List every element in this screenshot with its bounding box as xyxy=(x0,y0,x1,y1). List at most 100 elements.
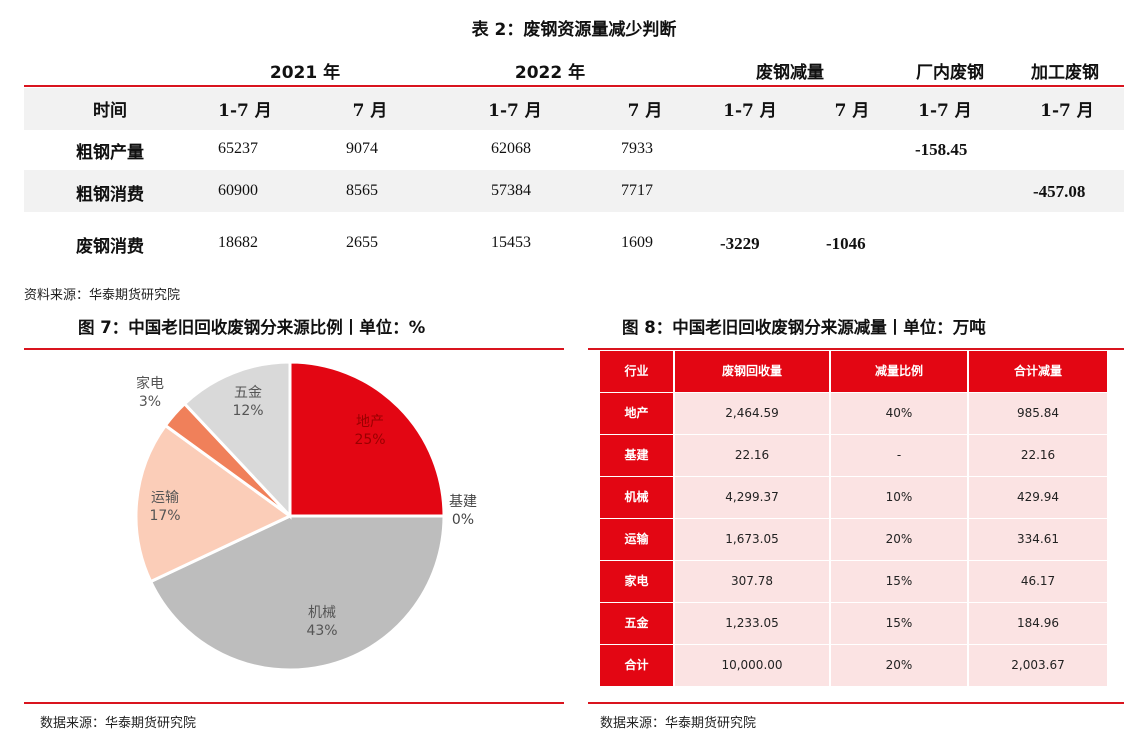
fig8-table: 行业 废钢回收量 减量比例 合计减量 地产 2,464.59 40% 985.84 基建… xyxy=(600,351,1107,688)
pie-slice-0 xyxy=(288,360,446,518)
row-total: 429.94 xyxy=(969,477,1107,518)
row-ratio: - xyxy=(831,435,967,476)
row-industry: 五金 xyxy=(600,603,673,644)
cell: 15453 xyxy=(491,234,531,251)
pie-slice-name: 五金 xyxy=(234,385,262,401)
pie-slice-percent: 43% xyxy=(306,623,337,639)
row-industry: 基建 xyxy=(600,435,673,476)
pie-slice-name: 地产 xyxy=(356,414,384,430)
row-label-crude-output: 粗钢产量 xyxy=(76,143,144,163)
cell: -457.08 xyxy=(1033,182,1086,201)
pie-slice-name: 机械 xyxy=(308,605,336,621)
group-2022: 2022 年 xyxy=(514,63,586,83)
row-ratio: 15% xyxy=(831,561,967,602)
table2-source: 资料来源：华泰期货研究院 xyxy=(24,288,181,303)
pie-slice-name: 运输 xyxy=(151,490,179,506)
cell: 2655 xyxy=(346,234,378,251)
header-process-jan-jul: 1-7 月 xyxy=(1040,101,1094,121)
row-industry: 运输 xyxy=(600,519,673,560)
row-industry: 家电 xyxy=(600,561,673,602)
fig7-top-rule xyxy=(24,348,564,350)
cell: 1609 xyxy=(621,234,653,251)
pie-slice-name: 基建 xyxy=(449,493,477,510)
header-recovery: 废钢回收量 xyxy=(675,351,829,392)
cell: -1046 xyxy=(826,234,866,253)
cell: 7717 xyxy=(621,182,653,199)
row-total: 334.61 xyxy=(969,519,1107,560)
fig7-title: 图 7：中国老旧回收废钢分来源比例丨单位：% xyxy=(78,318,426,337)
cell: 62068 xyxy=(491,140,531,157)
row-recovery: 4,299.37 xyxy=(675,477,829,518)
row-ratio: 20% xyxy=(831,645,967,686)
header-total: 合计减量 xyxy=(969,351,1107,392)
table-row: 合计 10,000.00 20% 2,003.67 xyxy=(600,645,1107,686)
fig8-bottom-rule xyxy=(588,702,1124,704)
pie-slice-percent: 25% xyxy=(354,432,385,448)
row-ratio: 40% xyxy=(831,393,967,434)
pie-slice-percent: 12% xyxy=(232,403,263,419)
header-time: 时间 xyxy=(93,101,127,121)
header-2022-jan-jul: 1-7 月 xyxy=(488,101,542,121)
header-plant-jan-jul: 1-7 月 xyxy=(918,101,972,121)
cell: -158.45 xyxy=(915,140,968,159)
fig7-bottom-rule xyxy=(24,702,564,704)
cell: 9074 xyxy=(346,140,378,157)
group-plant-scrap: 厂内废钢 xyxy=(916,63,984,83)
cell: 65237 xyxy=(218,140,258,157)
row-industry: 地产 xyxy=(600,393,673,434)
group-2021: 2021 年 xyxy=(269,63,341,83)
fig7-source: 数据来源：华泰期货研究院 xyxy=(40,716,197,731)
pie-slice-name: 家电 xyxy=(136,375,164,392)
row-total: 184.96 xyxy=(969,603,1107,644)
row-recovery: 307.78 xyxy=(675,561,829,602)
header-2022-jul: 7 月 xyxy=(627,101,663,121)
header-reduction-jan-jul: 1-7 月 xyxy=(723,101,777,121)
row-total: 46.17 xyxy=(969,561,1107,602)
pie-slice-2 xyxy=(148,514,446,672)
group-processed-scrap: 加工废钢 xyxy=(1031,63,1099,83)
row-total: 22.16 xyxy=(969,435,1107,476)
cell: 57384 xyxy=(491,182,531,199)
header-industry: 行业 xyxy=(600,351,673,392)
header-2021-jul: 7 月 xyxy=(352,101,388,121)
table-row: 基建 22.16-22.16 xyxy=(600,435,1107,476)
cell: 60900 xyxy=(218,182,258,199)
table-header-row: 行业 废钢回收量 减量比例 合计减量 xyxy=(600,351,1107,392)
row-total: 2,003.67 xyxy=(969,645,1107,686)
pie-chart: 地产 25% 基建 0% 机械 43% 运输 17% 家电 3% 五金 12% xyxy=(134,360,477,672)
header-ratio: 减量比例 xyxy=(831,351,967,392)
row-industry: 合计 xyxy=(600,645,673,686)
table2-row-band xyxy=(24,170,1124,212)
table-row: 机械 4,299.37 10% 429.94 xyxy=(600,477,1107,518)
cell: 8565 xyxy=(346,182,378,199)
header-2021-jan-jul: 1-7 月 xyxy=(218,101,272,121)
table2-header-band xyxy=(24,88,1124,130)
row-total: 985.84 xyxy=(969,393,1107,434)
cell: 18682 xyxy=(218,234,258,251)
header-reduction-jul: 7 月 xyxy=(834,101,870,121)
row-recovery: 22.16 xyxy=(675,435,829,476)
table2-title: 表 2：废钢资源量减少判断 xyxy=(471,20,677,40)
table-row: 五金 1,233.05 15% 184.96 xyxy=(600,603,1107,644)
table-row: 地产 2,464.59 40% 985.84 xyxy=(600,393,1107,434)
row-label-scrap-consumption: 废钢消费 xyxy=(76,237,144,257)
row-ratio: 15% xyxy=(831,603,967,644)
pie-slice-percent: 3% xyxy=(139,394,161,410)
pie-slice-3 xyxy=(134,423,293,584)
table2-top-rule xyxy=(24,85,1124,87)
cell: 7933 xyxy=(621,140,653,157)
row-recovery: 10,000.00 xyxy=(675,645,829,686)
fig8-source: 数据来源：华泰期货研究院 xyxy=(600,716,757,731)
row-label-crude-consumption: 粗钢消费 xyxy=(76,185,144,205)
pie-slice-percent: 17% xyxy=(149,508,180,524)
pie-slice-5 xyxy=(182,360,292,520)
table-row: 运输 1,673.05 20% 334.61 xyxy=(600,519,1107,560)
row-ratio: 10% xyxy=(831,477,967,518)
row-recovery: 1,673.05 xyxy=(675,519,829,560)
cell: -3229 xyxy=(720,234,760,253)
row-recovery: 1,233.05 xyxy=(675,603,829,644)
fig8-top-rule xyxy=(588,348,1124,350)
row-industry: 机械 xyxy=(600,477,673,518)
table-row: 家电 307.78 15% 46.17 xyxy=(600,561,1107,602)
fig8-title: 图 8：中国老旧回收废钢分来源减量丨单位：万吨 xyxy=(622,318,986,337)
